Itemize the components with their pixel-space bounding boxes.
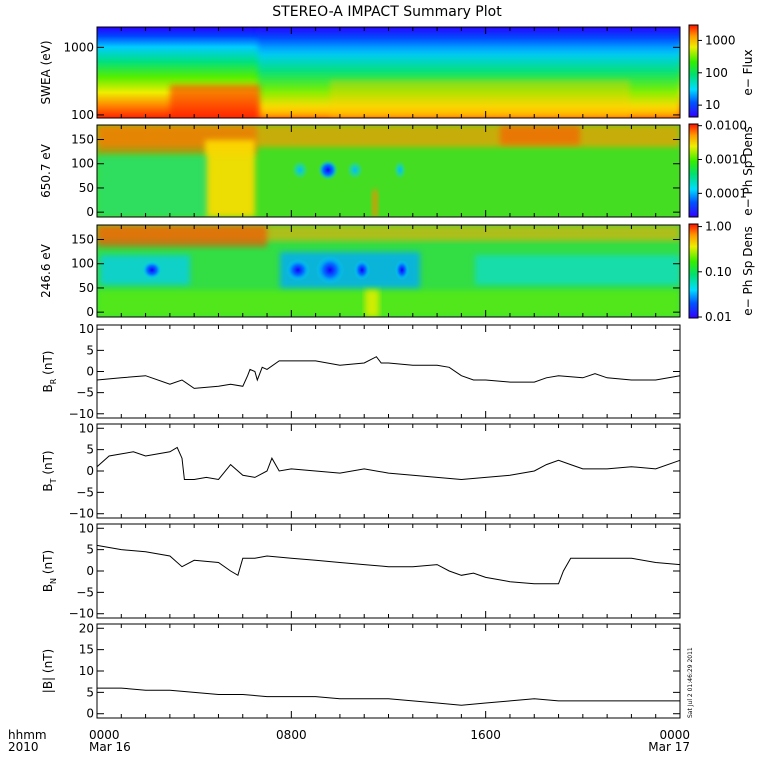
y-tick-label: 150 bbox=[71, 233, 94, 247]
y-tick-label: 0 bbox=[86, 707, 94, 721]
y-tick-label: 5 bbox=[86, 343, 94, 357]
plot-title: STEREO-A IMPACT Summary Plot bbox=[272, 4, 502, 20]
swea-spectrogram bbox=[97, 27, 680, 118]
hhmm-label: hhmm bbox=[8, 728, 47, 742]
panel-frame-6 bbox=[96, 623, 681, 719]
y-tick-label: 0 bbox=[86, 205, 94, 219]
y-tick-label: 10 bbox=[79, 521, 94, 535]
y-tick-label: −10 bbox=[69, 407, 94, 421]
y-tick-label: 5 bbox=[86, 685, 94, 699]
colorbar-label: e− Ph Sp Dens bbox=[741, 226, 755, 315]
y-tick-label: −10 bbox=[69, 607, 94, 621]
y-axis-label: |B| (nT) bbox=[41, 649, 55, 693]
ph-sp-dens-650-colorbar bbox=[688, 123, 699, 218]
year-label: 2010 bbox=[8, 740, 39, 754]
y-tick-label: −5 bbox=[76, 485, 94, 499]
y-tick-label: 10 bbox=[79, 421, 94, 435]
y-axis-label: 246.6 eV bbox=[39, 243, 53, 298]
panel-frame-3 bbox=[96, 324, 681, 419]
time-tick-label: 1600 bbox=[470, 728, 501, 742]
generation-timestamp: Sat Jul 2 01:46:29 2011 bbox=[687, 647, 694, 718]
colorbar-tick-label: 1000 bbox=[705, 33, 736, 47]
y-tick-label: 150 bbox=[71, 133, 94, 147]
colorbar-tick-label: 0.0100 bbox=[705, 119, 747, 133]
y-axis-label: SWEA (eV) bbox=[39, 40, 53, 104]
y-tick-label: 0 bbox=[86, 305, 94, 319]
colorbar-label: e− Ph Sp Dens bbox=[741, 126, 755, 215]
y-tick-label: 5 bbox=[86, 543, 94, 557]
colorbar-tick-label: 0.0001 bbox=[705, 186, 747, 200]
series-line-6 bbox=[97, 687, 680, 706]
y-tick-label: −10 bbox=[69, 507, 94, 521]
colorbar-tick-label: 0.01 bbox=[705, 310, 732, 324]
y-tick-label: 0 bbox=[86, 365, 94, 379]
flux-colorbar bbox=[688, 24, 699, 118]
y-axis-label: BN (nT) bbox=[41, 550, 58, 592]
series-line-4 bbox=[96, 446, 681, 481]
y-tick-label: 100 bbox=[71, 257, 94, 271]
y-axis-label: BT (nT) bbox=[41, 450, 58, 491]
series-line-5 bbox=[96, 544, 681, 585]
ph-sp-dens-246-colorbar bbox=[688, 223, 699, 319]
y-tick-label: 10 bbox=[79, 664, 94, 678]
panel-frame-5 bbox=[96, 523, 681, 619]
y-tick-label: 0 bbox=[86, 464, 94, 478]
y-tick-label: 50 bbox=[79, 281, 94, 295]
panel-frame-4 bbox=[96, 423, 681, 519]
y-tick-label: 15 bbox=[79, 643, 94, 657]
colorbar-tick-label: 1.00 bbox=[705, 220, 732, 234]
y-tick-label: 20 bbox=[79, 621, 94, 635]
pitch-angle-246-spectrogram bbox=[97, 225, 680, 317]
series-line-3 bbox=[96, 356, 681, 389]
y-tick-label: 0 bbox=[86, 564, 94, 578]
time-tick-label: 0000 bbox=[659, 728, 690, 742]
y-axis-label: 650.7 eV bbox=[39, 143, 53, 198]
time-tick-label: 0000 bbox=[89, 728, 120, 742]
colorbar-tick-label: 0.0010 bbox=[705, 153, 747, 167]
y-tick-label: −5 bbox=[76, 585, 94, 599]
colorbar-tick-label: 100 bbox=[705, 66, 728, 80]
y-tick-label: −5 bbox=[76, 386, 94, 400]
y-tick-label: 1000 bbox=[63, 40, 94, 54]
y-tick-label: 10 bbox=[79, 322, 94, 336]
time-tick-label: 0800 bbox=[276, 728, 307, 742]
colorbar-tick-label: 0.10 bbox=[705, 265, 732, 279]
colorbar-label: e− Flux bbox=[741, 49, 755, 95]
y-tick-label: 5 bbox=[86, 443, 94, 457]
y-tick-label: 100 bbox=[71, 157, 94, 171]
date-label: Mar 17 bbox=[648, 740, 690, 754]
y-tick-label: 100 bbox=[71, 108, 94, 122]
colorbar-tick-label: 10 bbox=[705, 98, 720, 112]
y-tick-label: 50 bbox=[79, 181, 94, 195]
date-label: Mar 16 bbox=[89, 740, 131, 754]
pitch-angle-650-spectrogram bbox=[97, 125, 680, 217]
y-axis-label: BR (nT) bbox=[41, 351, 58, 393]
